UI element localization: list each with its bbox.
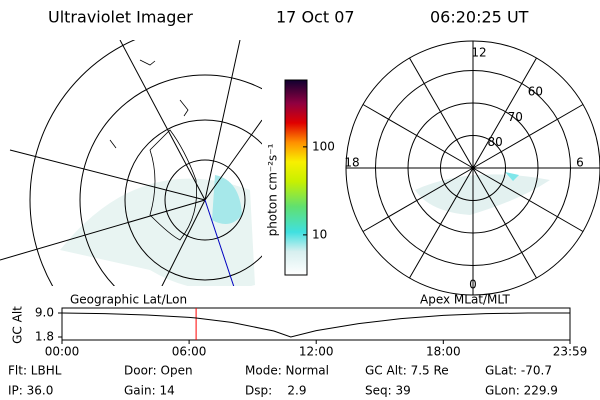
polar-grid (345, 40, 600, 296)
x-tick-label: 00:00 (45, 345, 80, 359)
geo-map (0, 40, 262, 286)
mlt-label: 18 (344, 156, 359, 170)
polar-spoke (409, 167, 474, 279)
x-tick-label: 06:00 (172, 345, 207, 359)
polar-spoke (409, 57, 474, 169)
mlt-label: 0 (469, 278, 477, 292)
info-field: Door: Open (124, 364, 193, 378)
colorbar-tick-label: 10 (312, 227, 327, 241)
info-field: GLat: -70.7 (485, 364, 552, 378)
polar-spoke (472, 167, 537, 279)
mlt-label: 12 (471, 46, 486, 60)
polar-spoke (362, 167, 474, 232)
x-tick-label: 12:00 (299, 345, 334, 359)
y-tick-label: 1.8 (35, 330, 54, 344)
ring-label: 80 (488, 135, 503, 149)
info-field: GC Alt: 7.5 Re (365, 364, 449, 378)
right-label: Apex MLat/MLT (420, 293, 510, 307)
polar-ring (375, 70, 571, 266)
info-field: Mode: Normal (245, 364, 329, 378)
time: 06:20:25 UT (430, 8, 529, 27)
x-tick-label: 23:59 (553, 345, 588, 359)
polar-spoke (472, 57, 537, 169)
colorbar-tick-label: 100 (312, 139, 335, 153)
info-field: Seq: 39 (365, 384, 411, 398)
x-tick-label: 18:00 (426, 345, 461, 359)
ring-label: 70 (508, 110, 523, 124)
info-field: GLon: 229.9 (485, 384, 558, 398)
ring-label: 60 (528, 84, 543, 98)
polar-ring (407, 102, 539, 234)
colorbar (284, 79, 308, 276)
y-axis-label: GC Alt (11, 306, 25, 344)
left-label: Geographic Lat/Lon (70, 293, 187, 307)
date: 17 Oct 07 (276, 8, 355, 27)
colorbar-label: photon cm⁻²s⁻¹ (266, 143, 280, 236)
alt-line (61, 312, 570, 338)
info-field: Flt: LBHL (8, 364, 62, 378)
polar-spoke (472, 104, 584, 169)
polar-ring (440, 135, 506, 201)
polar-spoke (472, 167, 584, 232)
polar-aurora (415, 172, 550, 215)
info-field: Gain: 14 (124, 384, 175, 398)
title: Ultraviolet Imager (48, 8, 193, 27)
info-field: IP: 36.0 (8, 384, 53, 398)
alt-plot-frame (61, 307, 571, 341)
mlt-label: 6 (576, 156, 584, 170)
polar-spoke (362, 104, 474, 169)
info-field: Dsp: 2.9 (245, 384, 307, 398)
y-tick-label: 9.0 (35, 306, 54, 320)
